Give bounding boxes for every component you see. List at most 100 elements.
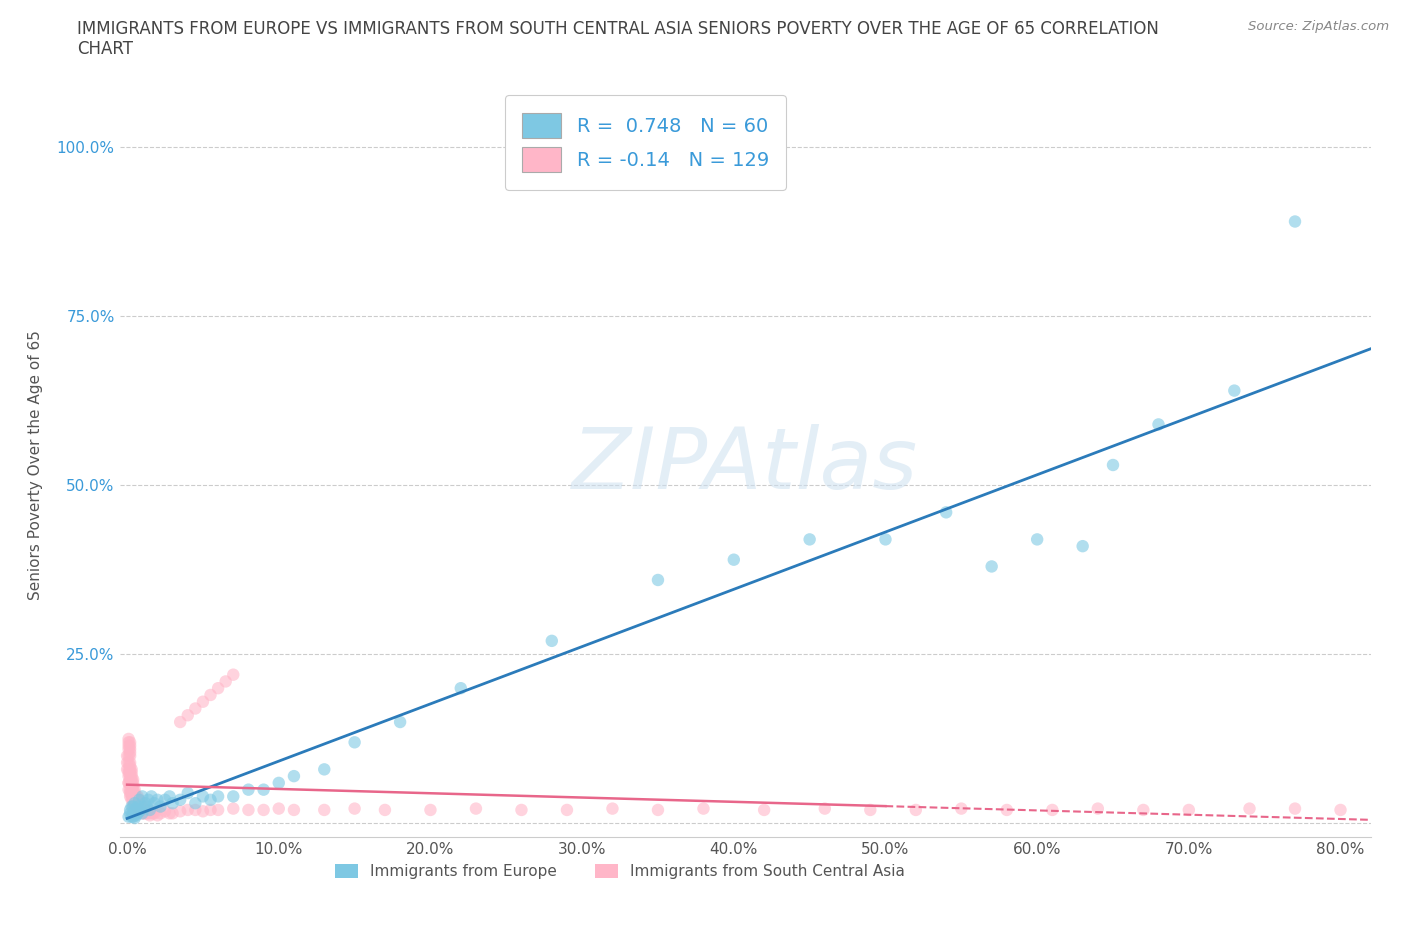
Point xyxy=(419,803,441,817)
Point xyxy=(128,792,150,807)
Point xyxy=(124,799,146,814)
Point xyxy=(120,803,142,817)
Point xyxy=(343,801,366,816)
Point xyxy=(252,803,274,817)
Point xyxy=(222,667,245,682)
Point xyxy=(132,799,155,814)
Point xyxy=(120,745,142,760)
Point xyxy=(136,804,159,818)
Point xyxy=(995,803,1018,817)
Point xyxy=(374,803,396,817)
Point xyxy=(177,708,200,723)
Point xyxy=(120,806,142,821)
Point xyxy=(169,792,191,807)
Point xyxy=(207,803,229,817)
Point xyxy=(1178,803,1201,817)
Point xyxy=(153,792,176,807)
Point xyxy=(191,695,214,710)
Point xyxy=(124,782,146,797)
Point xyxy=(120,789,142,804)
Point xyxy=(510,803,533,817)
Point xyxy=(127,789,149,804)
Point xyxy=(799,532,821,547)
Point xyxy=(177,786,200,801)
Point xyxy=(124,786,146,801)
Point xyxy=(859,803,882,817)
Point xyxy=(122,796,145,811)
Point xyxy=(142,806,165,821)
Point xyxy=(200,792,222,807)
Point xyxy=(127,796,149,811)
Point xyxy=(215,674,238,689)
Point xyxy=(117,776,139,790)
Point xyxy=(139,806,162,821)
Point xyxy=(267,801,290,816)
Point xyxy=(159,806,181,821)
Point xyxy=(222,789,245,804)
Point xyxy=(121,782,143,797)
Point xyxy=(134,803,156,817)
Point xyxy=(200,803,222,817)
Point xyxy=(149,799,172,814)
Point xyxy=(125,799,148,814)
Point xyxy=(125,796,148,811)
Point xyxy=(122,792,145,807)
Point xyxy=(162,796,184,811)
Point xyxy=(134,796,156,811)
Point xyxy=(238,782,260,797)
Point xyxy=(117,776,139,790)
Point xyxy=(120,762,142,777)
Point xyxy=(146,808,169,823)
Point xyxy=(184,796,207,811)
Point xyxy=(117,782,139,797)
Point xyxy=(121,762,143,777)
Point xyxy=(121,786,143,801)
Point xyxy=(127,799,149,814)
Y-axis label: Seniors Poverty Over the Age of 65: Seniors Poverty Over the Age of 65 xyxy=(28,330,42,600)
Point xyxy=(1147,417,1170,432)
Point xyxy=(120,782,142,797)
Point xyxy=(980,559,1002,574)
Point xyxy=(121,809,143,824)
Point xyxy=(141,789,163,804)
Point xyxy=(121,776,143,790)
Point xyxy=(122,778,145,793)
Point xyxy=(200,687,222,702)
Point xyxy=(1132,803,1154,817)
Point xyxy=(1329,803,1351,817)
Point xyxy=(122,809,145,824)
Point xyxy=(191,789,214,804)
Point xyxy=(184,803,207,817)
Point xyxy=(875,532,897,547)
Point xyxy=(1102,458,1125,472)
Point xyxy=(935,505,957,520)
Point xyxy=(131,796,153,811)
Point xyxy=(131,789,153,804)
Point xyxy=(149,806,172,821)
Point xyxy=(177,803,200,817)
Point xyxy=(131,803,153,817)
Point xyxy=(131,806,153,821)
Point xyxy=(117,762,139,777)
Point xyxy=(117,765,139,780)
Point xyxy=(117,735,139,750)
Point xyxy=(117,769,139,784)
Point xyxy=(1284,801,1306,816)
Point xyxy=(267,776,290,790)
Point xyxy=(120,772,142,787)
Point xyxy=(1239,801,1261,816)
Point xyxy=(124,792,146,807)
Point xyxy=(814,801,837,816)
Point xyxy=(191,804,214,818)
Point xyxy=(184,701,207,716)
Point xyxy=(343,735,366,750)
Point xyxy=(135,806,157,821)
Point xyxy=(117,755,139,770)
Point xyxy=(450,681,472,696)
Point xyxy=(752,803,775,817)
Point xyxy=(143,796,166,811)
Point xyxy=(128,804,150,818)
Point xyxy=(122,772,145,787)
Point xyxy=(117,749,139,764)
Point xyxy=(1284,214,1306,229)
